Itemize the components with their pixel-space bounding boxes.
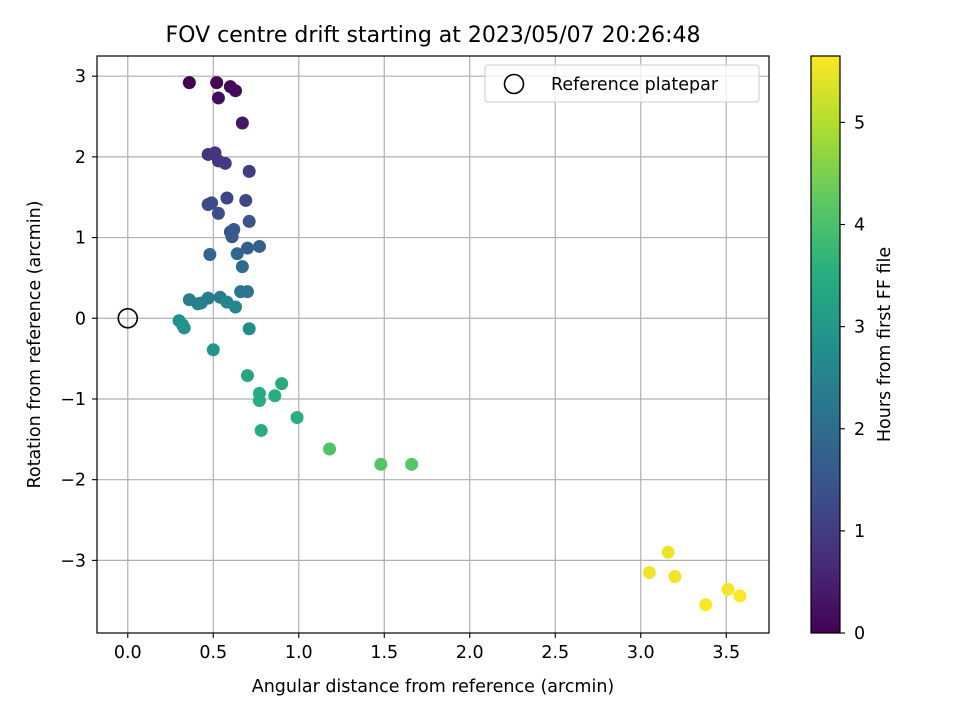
y-tick-label: −1 (60, 390, 86, 410)
x-tick-label: 3.5 (712, 643, 740, 663)
colorbar: 0 1 2 3 4 5 Hours from first FF file (810, 55, 895, 644)
data-point (235, 260, 249, 274)
data-point (229, 300, 243, 314)
colorbar-ticks: 0 1 2 3 4 5 (840, 113, 865, 644)
data-point (182, 76, 196, 90)
colorbar-tick-label: 0 (854, 624, 865, 644)
y-tick-label: 2 (75, 148, 86, 168)
data-point (229, 84, 243, 98)
x-tick-label: 3.0 (627, 643, 655, 663)
data-point (242, 322, 256, 336)
chart-title: FOV centre drift starting at 2023/05/07 … (166, 23, 701, 48)
data-point (254, 423, 268, 437)
data-point (206, 343, 220, 357)
y-tick-label: 0 (75, 309, 86, 329)
colorbar-tick-label: 2 (854, 420, 865, 440)
data-point (239, 193, 253, 207)
x-tick-label: 1.5 (370, 643, 398, 663)
legend-entry-label: Reference platepar (551, 75, 719, 95)
y-tick-label: −2 (60, 471, 86, 491)
data-points (172, 76, 747, 612)
x-tick-label: 1.0 (285, 643, 313, 663)
colorbar-tick-label: 1 (854, 522, 865, 542)
colorbar-tick-label: 3 (854, 318, 865, 338)
data-point (374, 457, 388, 471)
data-point (323, 442, 337, 456)
data-point (268, 389, 282, 403)
reference-platepar-marker (117, 307, 139, 329)
x-tick-label: 2.0 (456, 643, 484, 663)
data-point (733, 589, 747, 603)
data-point (230, 247, 244, 261)
data-point (218, 156, 232, 170)
data-point (205, 196, 219, 210)
data-point (405, 457, 419, 471)
x-axis-label: Angular distance from reference (arcmin) (252, 677, 615, 697)
x-axis-ticks: 0.0 0.5 1.0 1.5 2.0 2.5 3.0 3.5 (114, 633, 740, 663)
y-tick-label: −3 (60, 551, 86, 571)
data-point (699, 598, 713, 612)
y-tick-label: 3 (75, 67, 86, 87)
grid (97, 56, 769, 633)
colorbar-label: Hours from first FF file (875, 247, 895, 442)
data-point (240, 241, 254, 255)
data-point (661, 545, 675, 559)
colorbar-tick-label: 5 (854, 113, 865, 133)
data-point (240, 369, 254, 383)
legend: Reference platepar (484, 64, 760, 103)
data-point (203, 248, 217, 262)
data-point (177, 321, 191, 335)
colorbar-tick-label: 4 (854, 216, 865, 236)
y-tick-label: 1 (75, 229, 86, 249)
data-point (721, 582, 735, 596)
data-point (225, 230, 239, 244)
data-point (242, 214, 256, 228)
data-point (220, 191, 234, 205)
data-point (242, 164, 256, 178)
data-point (642, 565, 656, 579)
y-axis-ticks: −3 −2 −1 0 1 2 3 (60, 67, 97, 571)
x-tick-label: 0.0 (114, 643, 142, 663)
legend-reference-marker (503, 73, 525, 95)
data-point (211, 91, 225, 105)
plot-frame (96, 55, 770, 634)
data-point (275, 377, 289, 391)
data-point (211, 206, 225, 220)
data-point (290, 411, 304, 425)
colorbar-gradient (810, 55, 841, 634)
data-point (240, 285, 254, 299)
data-point (668, 570, 682, 584)
y-axis-label: Rotation from reference (arcmin) (25, 201, 45, 489)
x-tick-label: 0.5 (199, 643, 227, 663)
legend-box (484, 64, 760, 103)
data-point (235, 116, 249, 130)
data-point (252, 394, 266, 408)
data-point (210, 76, 224, 90)
x-tick-label: 2.5 (541, 643, 569, 663)
data-point (252, 239, 266, 253)
data-point (201, 291, 215, 305)
